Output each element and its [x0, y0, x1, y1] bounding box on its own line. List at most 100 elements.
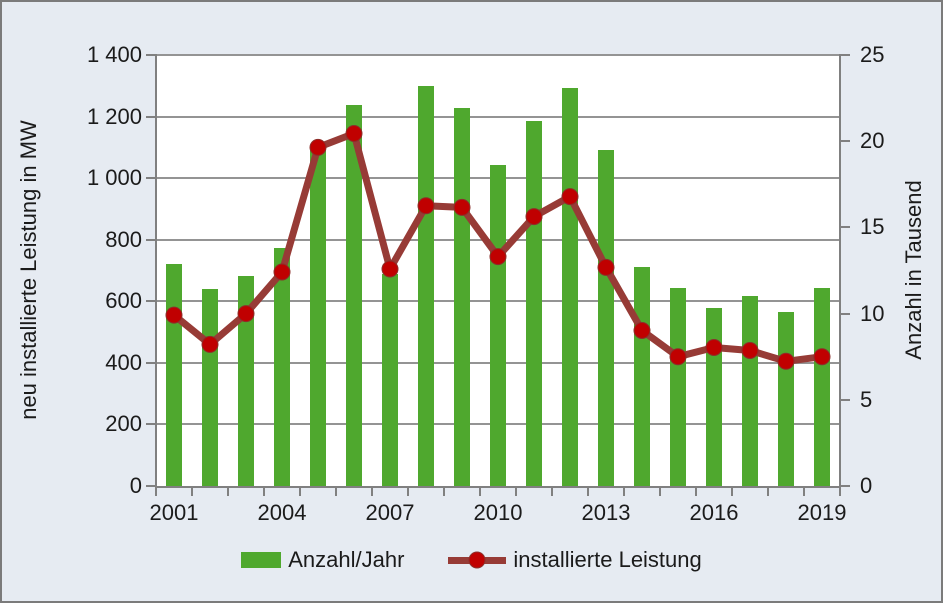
line-point-2005: [309, 138, 327, 156]
line-point-2002: [201, 335, 219, 353]
x-axis-tick: [803, 488, 805, 496]
x-axis-tick: [443, 488, 445, 496]
line-point-2011: [525, 208, 543, 226]
x-axis-label-2007: 2007: [365, 500, 415, 525]
line-point-2017: [741, 342, 759, 359]
right-axis-tick: [840, 140, 850, 142]
right-axis-tick: [840, 399, 850, 401]
line-point-2015: [669, 348, 687, 366]
bar-2015: [670, 288, 686, 486]
left-axis-tick-label: 400: [105, 350, 142, 375]
line-series-layer: [165, 125, 831, 370]
right-axis-tick: [840, 485, 850, 487]
x-axis-label-2001: 2001: [149, 500, 199, 525]
bar-2012: [562, 88, 578, 486]
left-axis-tick-label: 800: [105, 227, 142, 252]
left-axis-tick-label: 200: [105, 411, 142, 436]
bar-2008: [418, 86, 434, 486]
bar-2006: [346, 105, 362, 486]
line-point-2014: [633, 322, 651, 339]
left-axis-tick: [146, 362, 156, 364]
x-axis-label-2016: 2016: [689, 500, 739, 525]
x-axis-tick: [551, 488, 553, 496]
x-axis-tick: [839, 488, 841, 496]
x-axis-tick: [623, 488, 625, 496]
line-series-path: [170, 130, 826, 365]
bar-2005: [310, 150, 326, 486]
line-point-2004: [273, 263, 291, 281]
line-point-2001: [165, 306, 183, 324]
line-point-2019: [813, 348, 831, 366]
x-axis-tick: [263, 488, 265, 496]
right-axis-tick-label: 10: [860, 301, 885, 326]
legend-item-line: installierte Leistung: [448, 546, 702, 574]
right-axis-tick-label: 15: [860, 214, 885, 239]
x-axis-tick: [155, 488, 157, 496]
line-point-2016: [705, 339, 723, 356]
line-series-swatch-icon: [448, 551, 507, 569]
left-axis-tick-label: 1 000: [86, 165, 142, 190]
bar-2013: [598, 150, 614, 486]
line-point-2013: [597, 258, 615, 276]
left-axis-tick: [146, 239, 156, 241]
x-axis-tick: [731, 488, 733, 496]
left-axis-tick: [146, 300, 156, 302]
bar-2007: [382, 274, 398, 486]
legend: Anzahl/Jahr installierte Leistung: [2, 546, 941, 574]
x-axis-label-2004: 2004: [257, 500, 307, 525]
legend-label-bars: Anzahl/Jahr: [288, 547, 405, 572]
line-point-2009: [453, 198, 471, 216]
bottom-axis-line: [155, 486, 841, 488]
left-axis-tick-label: 600: [105, 288, 142, 313]
gridline: [156, 116, 840, 118]
legend-label-line: installierte Leistung: [513, 547, 702, 572]
line-point-2018: [777, 352, 795, 370]
line-point-2007: [381, 260, 399, 278]
x-axis-tick: [227, 488, 229, 496]
right-axis-tick-label: 0: [860, 473, 873, 498]
left-axis-line: [155, 54, 157, 487]
right-axis-tick: [840, 313, 850, 315]
left-axis-tick: [146, 423, 156, 425]
x-axis-tick: [587, 488, 589, 496]
x-axis-tick: [695, 488, 697, 496]
right-axis-tick: [840, 54, 850, 56]
bar-2003: [238, 276, 254, 486]
x-axis-label-2019: 2019: [797, 500, 847, 525]
line-point-2008: [417, 197, 435, 215]
x-axis-tick: [335, 488, 337, 496]
left-axis-tick: [146, 116, 156, 118]
right-axis-tick: [840, 226, 850, 228]
bar-series-swatch-icon: [241, 552, 282, 568]
right-axis-line: [839, 54, 841, 487]
line-point-2003: [237, 305, 255, 323]
left-axis-title: neu installierte Leistung in MW: [16, 120, 41, 420]
line-point-2012: [561, 188, 579, 206]
x-axis-tick: [479, 488, 481, 496]
x-axis-tick: [371, 488, 373, 496]
left-axis-tick: [146, 485, 156, 487]
x-axis-label-2010: 2010: [473, 500, 523, 525]
left-axis-tick-label: 1 400: [86, 42, 142, 67]
left-axis-tick-label: 0: [129, 473, 142, 498]
left-axis-tick-label: 1 200: [86, 104, 142, 129]
gridline: [156, 54, 840, 56]
legend-item-bars: Anzahl/Jahr: [241, 546, 404, 574]
right-axis-tick-label: 25: [860, 42, 885, 67]
x-axis-tick: [299, 488, 301, 496]
x-axis-label-2013: 2013: [581, 500, 631, 525]
left-axis-tick: [146, 54, 156, 56]
right-axis-tick-label: 20: [860, 128, 885, 153]
x-axis-tick: [191, 488, 193, 496]
left-axis-tick: [146, 177, 156, 179]
x-axis-tick: [407, 488, 409, 496]
x-axis-tick: [515, 488, 517, 496]
line-point-2010: [489, 248, 507, 266]
line-point-2006: [345, 125, 363, 142]
line-marker-dot-icon: [468, 551, 486, 569]
right-axis-tick-label: 5: [860, 387, 873, 412]
x-axis-tick: [767, 488, 769, 496]
x-axis-tick: [659, 488, 661, 496]
